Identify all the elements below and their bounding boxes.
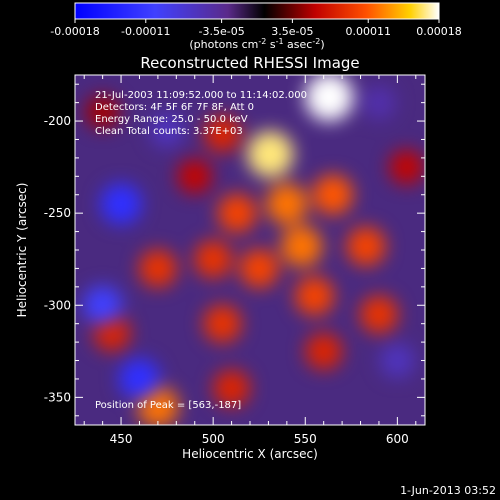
annotation-energy: Energy Range: 25.0 - 50.0 keV xyxy=(95,114,248,125)
y-tick-label: -200 xyxy=(44,114,71,128)
heatmap-source xyxy=(346,226,386,266)
colorbar-tick-label: 0.00018 xyxy=(416,25,462,38)
heatmap-source xyxy=(266,183,308,225)
heatmap-source xyxy=(362,85,396,120)
colorbar-tick-label: -3.5e-05 xyxy=(199,25,245,38)
heatmap-source xyxy=(177,158,213,194)
heatmap-source xyxy=(305,332,343,370)
annotation-detectors: Detectors: 4F 5F 6F 7F 8F, Att 0 xyxy=(95,102,254,113)
x-tick-label: 450 xyxy=(110,432,133,446)
heatmap-source xyxy=(149,112,185,148)
y-tick-label: -250 xyxy=(44,206,71,220)
colorbar xyxy=(74,2,440,20)
heatmap-source xyxy=(203,304,242,343)
heatmap-source xyxy=(312,174,354,215)
x-axis-label: Heliocentric X (arcsec) xyxy=(182,447,318,461)
heatmap-source xyxy=(138,249,177,288)
heatmap-source xyxy=(389,149,424,185)
chart-title: Reconstructed RHESSI Image xyxy=(140,54,359,72)
heatmap-source xyxy=(100,183,142,225)
x-tick-label: 550 xyxy=(294,432,317,446)
colorbar-tick-label: -0.00011 xyxy=(121,25,170,38)
colorbar-tick-label: -0.00018 xyxy=(50,25,99,38)
heatmap-layer xyxy=(83,75,424,425)
heatmap-source xyxy=(194,240,233,279)
heatmap-source xyxy=(217,193,257,233)
annotation-counts: Clean Total counts: 3.37E+03 xyxy=(95,126,243,137)
heatmap-source xyxy=(83,285,123,325)
y-axis: -200 -250 -300 -350 xyxy=(44,83,425,417)
colorbar-ticks: -0.00018 -0.00011 -3.5e-05 3.5e-05 0.00011 0.… xyxy=(50,19,462,38)
y-tick-label: -300 xyxy=(44,298,71,312)
colorbar-unit-label: (photons cm-2 s-1 asec-2) xyxy=(189,37,324,51)
heatmap-source xyxy=(213,369,251,407)
heatmap-source xyxy=(294,276,335,316)
heatmap-source xyxy=(280,225,323,267)
colorbar-tick-label: 0.00011 xyxy=(345,25,391,38)
heatmap-source xyxy=(359,295,398,334)
heatmap-source xyxy=(380,343,415,378)
heatmap-source xyxy=(203,115,241,153)
peak-position-label: Position of Peak = [563,-187] xyxy=(95,400,241,411)
heatmap-source xyxy=(239,248,279,288)
x-tick-label: 600 xyxy=(386,432,409,446)
annotation-block: 21-Jul-2003 11:09:52.000 to 11:14:02.000… xyxy=(95,90,307,137)
footer-date: 1-Jun-2013 03:52 xyxy=(400,484,496,497)
x-axis: 450 500 550 600 xyxy=(83,75,417,446)
x-tick-label: 500 xyxy=(202,432,225,446)
colorbar-tick-label: 3.5e-05 xyxy=(271,25,313,38)
y-axis-label: Heliocentric Y (arcsec) xyxy=(15,183,29,318)
heatmap-source xyxy=(85,95,120,129)
heatmap-source xyxy=(305,75,354,122)
heatmap-source xyxy=(118,358,161,400)
annotation-time: 21-Jul-2003 11:09:52.000 to 11:14:02.000 xyxy=(95,90,307,101)
heatmap-source xyxy=(247,131,294,178)
y-tick-label: -350 xyxy=(44,390,71,404)
